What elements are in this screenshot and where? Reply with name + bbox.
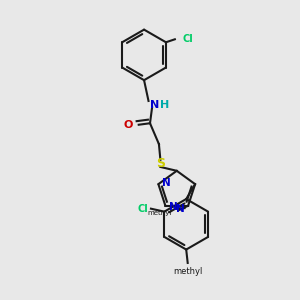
Text: Cl: Cl [182,34,193,44]
Text: methyl: methyl [173,267,203,276]
Text: N: N [176,204,185,214]
Text: N: N [169,202,178,212]
Text: O: O [123,120,133,130]
Text: methyl: methyl [147,210,172,216]
Text: N: N [150,100,159,110]
Text: N: N [162,178,171,188]
Text: S: S [156,157,165,170]
Text: Cl: Cl [137,204,148,214]
Text: H: H [160,100,169,110]
